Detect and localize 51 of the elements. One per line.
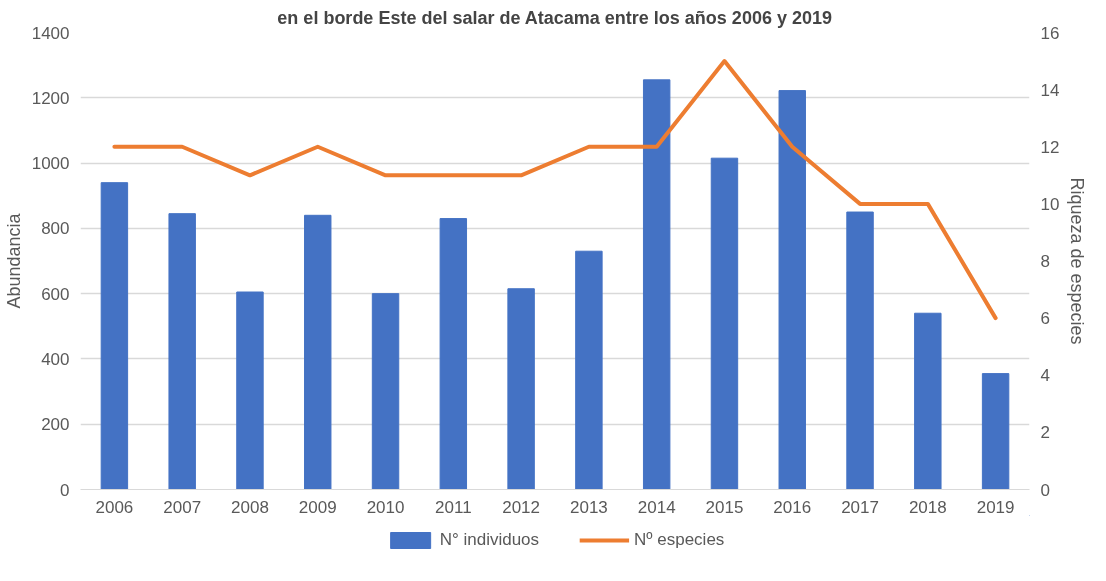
y-tick-label: 800	[41, 219, 70, 239]
bar	[371, 293, 400, 490]
y-tick-label: 400	[41, 349, 70, 369]
bar	[236, 291, 264, 490]
x-tick-label: 2018	[908, 497, 947, 517]
bar	[507, 288, 535, 490]
chart-title: en el borde Este del salar de Atacama entre los años 2006 y 2019	[277, 7, 832, 28]
x-tick-label: 2008	[231, 497, 269, 517]
bar	[981, 373, 1010, 490]
bar	[575, 250, 603, 490]
bar	[642, 79, 671, 490]
x-tick-label: 2006	[95, 497, 134, 517]
bar	[710, 157, 739, 490]
y-tick-label: 1000	[31, 154, 70, 174]
bar	[168, 213, 196, 490]
y2-axis-title: Riqueza de especies	[1067, 177, 1088, 345]
x-tick-label: 2016	[773, 497, 812, 517]
y-tick-label: 600	[41, 284, 70, 304]
bar	[304, 214, 332, 490]
y-tick-label: 200	[41, 415, 70, 435]
y2-tick-label: 14	[1040, 80, 1060, 100]
x-tick-label: 2017	[841, 497, 879, 517]
y2-tick-label: 6	[1040, 309, 1050, 329]
legend-label: Nº especies	[634, 530, 725, 550]
line-series	[112, 59, 998, 321]
x-tick-label: 2009	[298, 497, 337, 517]
bar	[914, 312, 942, 490]
y-tick-label: 0	[60, 480, 70, 500]
bar	[846, 211, 874, 490]
y2-tick-label: 0	[1040, 480, 1050, 500]
x-tick-label: 2010	[366, 497, 405, 517]
x-tick-label: 2007	[163, 497, 202, 517]
x-tick-label: 2015	[705, 497, 744, 517]
bar	[778, 90, 806, 490]
y-tick-label: 1200	[31, 88, 70, 108]
bar	[100, 182, 129, 490]
x-tick-label: 2019	[976, 497, 1015, 517]
x-tick-label: 2014	[637, 497, 676, 517]
y-axis-title: Abundancia	[3, 212, 24, 309]
x-tick-label: 2011	[435, 497, 472, 517]
y2-tick-label: 10	[1040, 194, 1060, 214]
y2-tick-label: 8	[1040, 252, 1050, 271]
bar	[439, 218, 468, 490]
legend-label: N° individuos	[439, 530, 540, 550]
y2-tick-label: 2	[1040, 423, 1050, 443]
x-tick-label: 2012	[502, 497, 541, 517]
y2-tick-label: 16	[1040, 23, 1060, 43]
y2-tick-label: 4	[1040, 366, 1050, 386]
x-tick-label: 2013	[569, 497, 608, 517]
y-tick-label: 1400	[31, 23, 70, 43]
y2-tick-label: 12	[1040, 137, 1060, 157]
